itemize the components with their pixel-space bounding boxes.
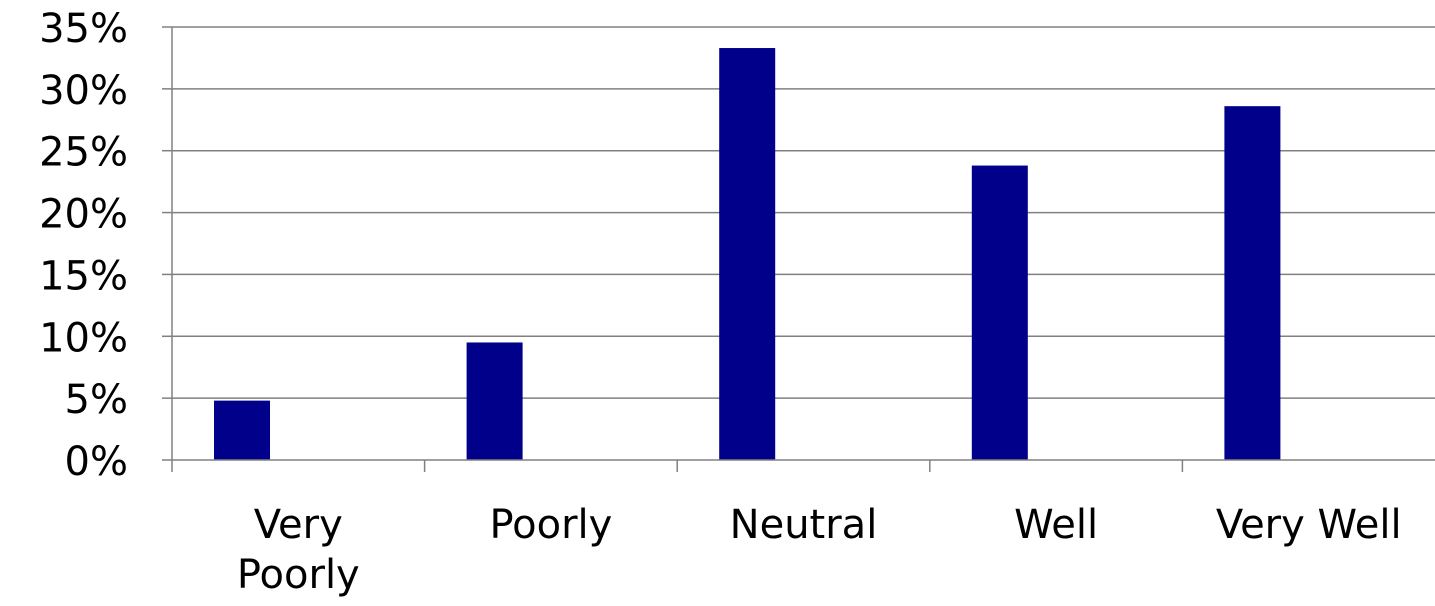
y-axis-tick-labels: 0% 5% 10% 15% 20% 25% 30% 35%: [39, 6, 172, 485]
y-tick-label: 25%: [39, 130, 128, 176]
x-category-label: Poorly: [237, 552, 360, 598]
x-category-label: Poorly: [489, 502, 612, 548]
y-tick-label: 20%: [39, 192, 128, 238]
bar: [719, 48, 776, 460]
axes: [171, 27, 1435, 472]
y-tick-label: 5%: [65, 377, 128, 423]
y-tick-label: 35%: [39, 6, 128, 52]
y-tick-label: 30%: [39, 68, 128, 114]
gridlines: [172, 26, 1435, 399]
x-category-label: Very Well: [1216, 502, 1402, 548]
bar: [1224, 106, 1281, 461]
bar: [466, 342, 523, 460]
bar: [214, 400, 270, 460]
y-tick-label: 0%: [65, 439, 128, 485]
y-tick-label: 15%: [39, 253, 128, 299]
x-category-label: Neutral: [730, 502, 878, 548]
x-category-label: Well: [1014, 502, 1098, 548]
x-category-label: Very: [254, 502, 343, 548]
y-tick-label: 10%: [39, 315, 128, 361]
bar: [971, 165, 1028, 460]
bars: [214, 48, 1281, 461]
